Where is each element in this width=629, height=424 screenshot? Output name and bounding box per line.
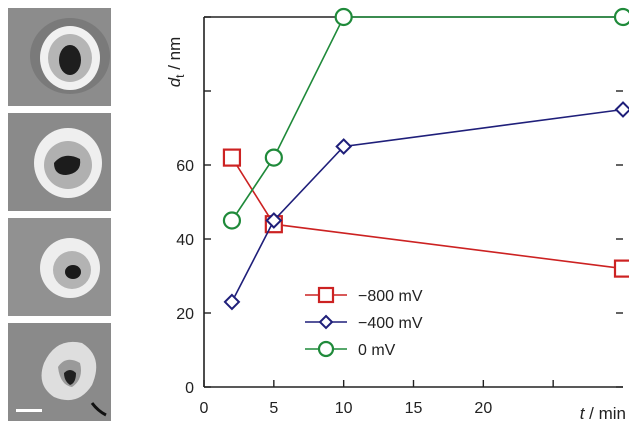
legend-marker (318, 314, 334, 330)
x-tick-label: 15 (405, 400, 423, 417)
x-tick-label: 20 (474, 400, 492, 417)
series-line (231, 108, 624, 303)
sem-image-2 (8, 113, 111, 211)
x-ticks: 0 5 10 15 20 (200, 380, 554, 417)
data-point (613, 7, 629, 27)
scale-bar (16, 409, 42, 412)
x-tick-label: 10 (335, 400, 353, 417)
series-2 (223, 101, 629, 311)
series-layer (222, 7, 629, 311)
data-point (222, 211, 242, 230)
x-tick-label: 0 (200, 400, 209, 417)
sem-image-1 (8, 8, 111, 106)
y-tick-label: 0 (185, 380, 194, 397)
sem-image-strip (8, 8, 111, 424)
data-point (335, 138, 353, 155)
sem-image-3 (8, 218, 111, 316)
x-tick-label: 5 (269, 400, 278, 417)
y-tick-label: 60 (176, 158, 194, 175)
x-axis-label: t / min (580, 404, 626, 423)
data-point (334, 7, 353, 27)
sem-image-4 (8, 323, 111, 421)
data-point (264, 148, 283, 167)
data-point (265, 212, 283, 229)
legend-marker (317, 340, 335, 358)
data-point (614, 101, 629, 118)
legend: −800 mV −400 mV 0 mV (305, 286, 423, 359)
chart: 0 5 10 15 20 0 20 40 60 −800 mV −400 mV 0 mV dt /… (165, 7, 629, 423)
series-1 (222, 148, 629, 278)
y-tick-label: 20 (176, 306, 194, 323)
y-ticks: 0 20 40 60 (176, 16, 623, 397)
data-point (613, 259, 629, 278)
series-line (231, 157, 624, 270)
legend-label: −800 mV (358, 288, 423, 305)
y-tick-label: 40 (176, 232, 194, 249)
legend-marker (317, 286, 335, 304)
series-3 (222, 7, 629, 230)
legend-label: 0 mV (358, 342, 396, 359)
y-axis-label: dt / nm (165, 37, 187, 88)
legend-label: −400 mV (358, 315, 423, 332)
data-point (222, 148, 242, 167)
data-point (223, 293, 241, 311)
series-line (231, 16, 623, 221)
